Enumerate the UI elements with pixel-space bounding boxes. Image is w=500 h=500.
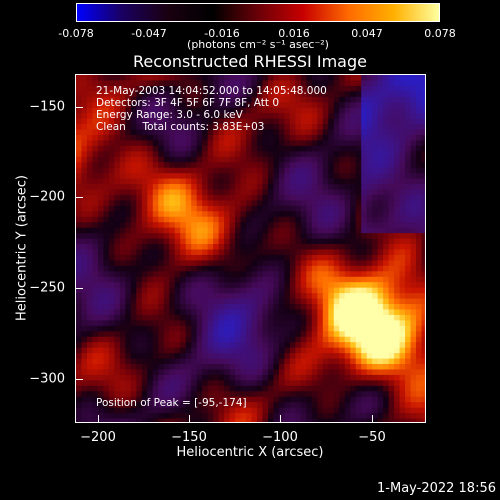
- y-tick-mark: [76, 379, 83, 380]
- x-tick-label: −200: [80, 430, 116, 445]
- colorbar-units: (photons cm⁻² s⁻¹ asec⁻²): [187, 38, 329, 51]
- colorbar-tick-label: 0.047: [351, 27, 383, 40]
- colorbar-tick-label: -0.016: [204, 27, 240, 40]
- x-tick-label: −50: [358, 430, 386, 445]
- colorbar-tick-label: 0.078: [424, 27, 456, 40]
- plot-title: Reconstructed RHESSI Image: [133, 52, 367, 71]
- y-tick-mark: [76, 288, 83, 289]
- x-axis-label: Heliocentric X (arcsec): [176, 445, 324, 460]
- y-tick-label: −200: [29, 189, 65, 205]
- time-range-text: 21-May-2003 14:04:52.000 to 14:05:48.000: [96, 85, 327, 97]
- plot-date-stamp: 1-May-2022 18:56: [377, 481, 496, 496]
- x-tick-mark: [280, 415, 281, 422]
- colorbar: [76, 3, 440, 22]
- x-tick-mark: [98, 415, 99, 422]
- y-tick-mark: [76, 107, 83, 108]
- y-tick-mark: [76, 197, 83, 198]
- y-tick-label: −150: [29, 99, 65, 115]
- y-tick-label: −250: [29, 280, 65, 296]
- peak-position-text: Position of Peak = [-95,-174]: [96, 397, 247, 409]
- rhessi-image: 21-May-2003 14:04:52.000 to 14:05:48.000…: [75, 74, 426, 423]
- y-axis-label: Heliocentric Y (arcsec): [14, 175, 30, 321]
- colorbar-tick-label: 0.016: [278, 27, 310, 40]
- image-heatmap: [76, 75, 425, 422]
- colorbar-tick-label: -0.078: [58, 27, 94, 40]
- x-tick-mark: [372, 415, 373, 422]
- x-tick-label: −100: [262, 430, 298, 445]
- energy-range-text: Energy Range: 3.0 - 6.0 keV: [96, 109, 243, 121]
- y-tick-label: −300: [29, 371, 65, 387]
- colorbar-tick-label: -0.047: [131, 27, 167, 40]
- x-tick-mark: [189, 415, 190, 422]
- detectors-text: Detectors: 3F 4F 5F 6F 7F 8F, Att 0: [96, 97, 280, 109]
- x-tick-label: −150: [171, 430, 207, 445]
- clean-counts-text: Clean Total counts: 3.83E+03: [96, 121, 265, 133]
